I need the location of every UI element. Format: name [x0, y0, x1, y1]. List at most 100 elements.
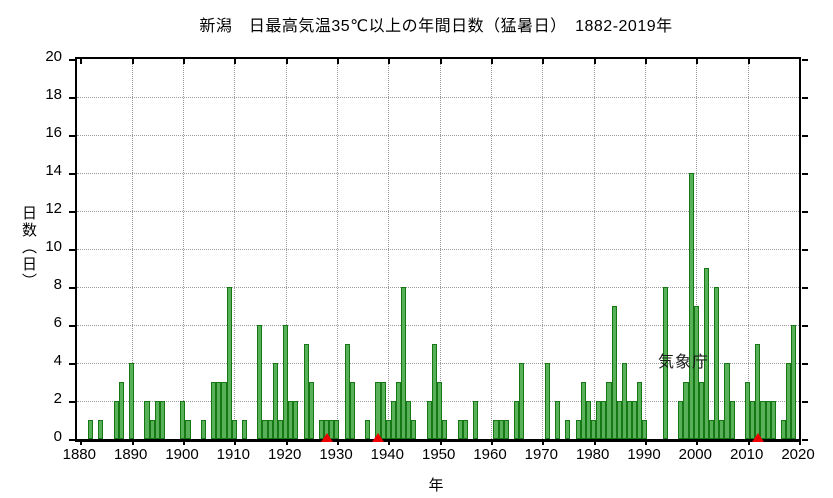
- bar-year-1920: [283, 325, 289, 439]
- x-tick-mark: [337, 439, 339, 445]
- x-tick-label: 2000: [678, 446, 712, 463]
- bar-year-1907: [216, 382, 222, 439]
- y-tick-mark-right: [802, 439, 808, 441]
- bar-year-1917: [267, 420, 273, 439]
- y-tick-label: 4: [53, 352, 62, 369]
- bar-year-1915: [257, 325, 263, 439]
- y-tick-mark: [69, 249, 75, 251]
- grid-line-vertical: [439, 59, 441, 439]
- bar-year-2005: [719, 420, 725, 439]
- y-tick-mark: [69, 173, 75, 175]
- bar-year-2010: [745, 382, 751, 439]
- grid-line-vertical: [183, 59, 184, 439]
- bar-year-2000: [693, 306, 699, 439]
- y-tick-mark: [69, 325, 75, 327]
- bar-year-1994: [662, 287, 668, 439]
- bar-year-1955: [462, 420, 468, 439]
- x-tick-mark: [131, 439, 134, 445]
- bar-year-1966: [519, 363, 525, 439]
- x-tick-label: 1960: [473, 446, 507, 463]
- x-tick-mark-top: [183, 59, 185, 64]
- chart-title: 新潟 日最高気温35℃以上の年間日数（猛暑日） 1882-2019年: [199, 18, 673, 35]
- bar-year-2006: [724, 363, 730, 439]
- bar-year-1957: [472, 401, 479, 439]
- bar-year-1943: [401, 287, 407, 439]
- bar-year-1950: [437, 382, 443, 439]
- relocation-marker-1928: [320, 433, 333, 442]
- y-tick-mark-right: [802, 135, 808, 137]
- bar-year-1933: [349, 382, 355, 439]
- x-tick-mark-top: [337, 59, 339, 64]
- bar-year-1965: [514, 401, 520, 439]
- bar-year-1980: [591, 420, 597, 439]
- relocation-marker-2012: [751, 433, 764, 442]
- x-tick-mark: [285, 439, 288, 445]
- bar-year-1910: [231, 420, 237, 439]
- grid-line-horizontal: [77, 249, 799, 250]
- y-tick-mark-right: [802, 211, 808, 213]
- y-tick-label: 10: [45, 238, 62, 255]
- x-tick-mark-top: [131, 59, 134, 64]
- x-tick-mark-top: [799, 59, 801, 64]
- bar-year-1983: [606, 382, 612, 439]
- x-tick-mark: [593, 439, 596, 445]
- grid-line-vertical: [593, 59, 595, 439]
- grid-line-horizontal: [77, 97, 799, 98]
- agency-watermark: 気象庁: [658, 354, 710, 371]
- bar-year-1948: [426, 401, 432, 439]
- bar-year-1893: [144, 401, 150, 439]
- y-tick-mark: [69, 439, 75, 441]
- bar-year-1941: [390, 401, 396, 439]
- grid-line-vertical: [542, 59, 544, 439]
- x-tick-label: 1970: [524, 446, 558, 463]
- y-tick-mark: [69, 363, 75, 365]
- y-tick-label: 8: [53, 276, 62, 293]
- y-tick-mark: [69, 97, 75, 99]
- grid-line-horizontal: [77, 363, 799, 364]
- bar-year-1906: [211, 382, 217, 439]
- x-tick-label: 1880: [62, 446, 96, 463]
- bar-year-1979: [585, 401, 591, 439]
- y-tick-mark: [69, 135, 75, 137]
- y-tick-mark: [69, 59, 75, 61]
- grid-line-horizontal: [77, 135, 799, 136]
- grid-line-vertical: [131, 59, 133, 439]
- grid-line-vertical: [285, 59, 287, 439]
- bar-year-1985: [616, 401, 622, 439]
- y-tick-label: 18: [45, 86, 62, 103]
- x-tick-mark-top: [234, 59, 237, 64]
- bar-year-1908: [221, 382, 227, 439]
- y-tick-mark-right: [802, 59, 808, 61]
- bar-year-1954: [457, 420, 463, 439]
- bar-year-2014: [765, 401, 771, 439]
- bar-year-1973: [555, 401, 561, 439]
- y-tick-label: 20: [45, 48, 62, 65]
- bar-year-1887: [113, 401, 119, 439]
- x-tick-mark: [234, 439, 237, 445]
- y-tick-mark-right: [802, 97, 808, 99]
- grid-line-vertical: [388, 59, 390, 439]
- bar-year-1918: [272, 363, 278, 439]
- grid-line-vertical: [747, 59, 749, 439]
- bar-year-2019: [791, 325, 797, 439]
- grid-line-horizontal: [77, 173, 799, 174]
- relocation-marker-1938: [372, 433, 385, 442]
- bar-year-1977: [575, 420, 581, 439]
- x-tick-label: 1930: [319, 446, 353, 463]
- bar-year-1984: [611, 306, 617, 439]
- x-tick-mark-top: [542, 59, 545, 64]
- grid-line-vertical: [491, 59, 492, 439]
- bar-year-1896: [159, 401, 165, 439]
- x-tick-mark: [645, 439, 647, 445]
- x-tick-label: 2020: [781, 446, 815, 463]
- bar-year-1909: [226, 287, 232, 439]
- grid-line-vertical: [645, 59, 646, 439]
- bar-year-1924: [303, 344, 309, 439]
- bar-year-1986: [621, 363, 627, 439]
- bar-year-1925: [308, 382, 314, 439]
- grid-line-vertical: [234, 59, 236, 439]
- bar-year-1940: [385, 420, 391, 439]
- x-tick-label: 1900: [165, 446, 199, 463]
- bar-year-1921: [288, 401, 294, 439]
